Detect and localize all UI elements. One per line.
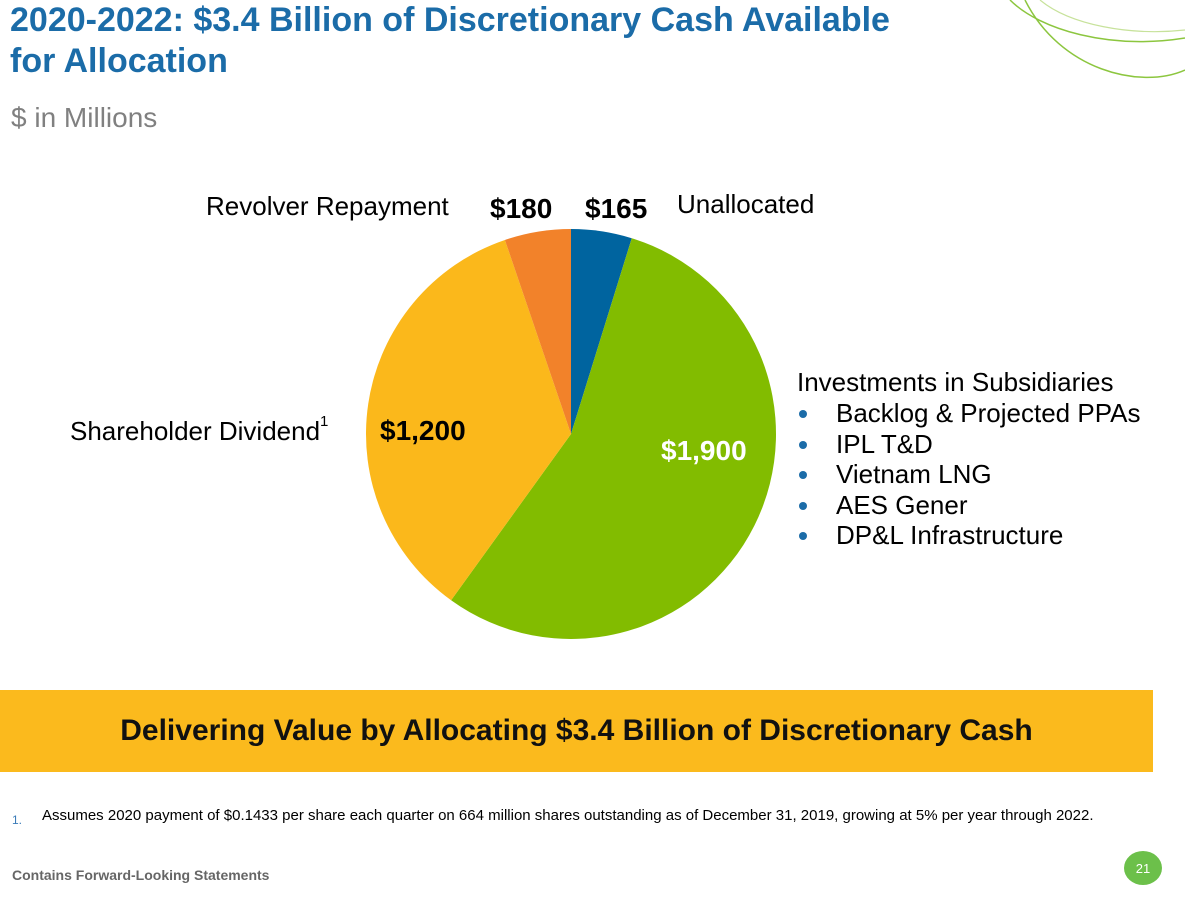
summary-banner: Delivering Value by Allocating $3.4 Bill… — [0, 690, 1153, 772]
list-item: IPL T&D — [797, 429, 1157, 460]
bullet-icon — [799, 532, 807, 540]
page-title: 2020-2022: $3.4 Billion of Discretionary… — [10, 1, 890, 80]
footnote: 1. Assumes 2020 payment of $0.1433 per s… — [12, 807, 1162, 828]
list-item-text: DP&L Infrastructure — [836, 520, 1064, 550]
slice-value-shareholder-dividend: $1,200 — [380, 415, 466, 446]
list-item-text: AES Gener — [836, 489, 968, 520]
pie-slice-shareholder-dividend — [366, 239, 571, 601]
slice-value-revolver-repayment: $180 — [490, 193, 553, 224]
bullet-icon — [799, 410, 807, 418]
shareholder-dividend-text: Shareholder Dividend — [70, 416, 321, 446]
banner-text: Delivering Value by Allocating $3.4 Bill… — [120, 714, 1033, 747]
list-item-text: Vietnam LNG — [836, 459, 992, 489]
pie-slice-revolver-repayment — [504, 229, 571, 434]
bullet-icon — [799, 471, 807, 479]
list-item: AES Gener — [797, 490, 1157, 521]
investments-legend: Investments in Subsidiaries Backlog & Pr… — [797, 367, 1157, 551]
corner-swoosh-decoration — [1009, 0, 1185, 79]
list-item: Backlog & Projected PPAs — [797, 398, 1157, 429]
bullet-icon — [799, 440, 807, 449]
slice-label-shareholder-dividend: Shareholder Dividend1 — [70, 413, 329, 446]
footnote-text: Assumes 2020 payment of $0.1433 per shar… — [42, 807, 1094, 824]
footnote-number: 1. — [12, 813, 23, 827]
list-item-text: Backlog & Projected PPAs — [836, 398, 1141, 428]
forward-looking-disclaimer: Contains Forward-Looking Statements — [12, 867, 270, 883]
investments-heading: Investments in Subsidiaries — [797, 367, 1114, 397]
slice-value-investments: $1,900 — [661, 435, 747, 466]
slice-label-unallocated: Unallocated — [677, 189, 815, 219]
slice-label-revolver-repayment: Revolver Repayment — [206, 191, 449, 221]
list-item: Vietnam LNG — [797, 459, 1157, 490]
pie-slice-investments — [451, 238, 776, 639]
bullet-icon — [799, 501, 807, 510]
investments-list: Backlog & Projected PPAs IPL T&D Vietnam… — [797, 398, 1157, 551]
list-item-text: IPL T&D — [836, 428, 933, 459]
units-subtitle: $ in Millions — [11, 102, 158, 133]
page-number-badge: 21 — [1124, 851, 1162, 885]
list-item: DP&L Infrastructure — [797, 520, 1157, 551]
pie-chart — [366, 229, 776, 639]
slice-value-unallocated: $165 — [585, 193, 648, 224]
pie-slice-unallocated — [571, 229, 632, 434]
footnote-marker: 1 — [320, 413, 329, 430]
